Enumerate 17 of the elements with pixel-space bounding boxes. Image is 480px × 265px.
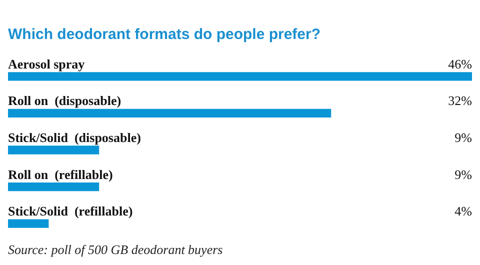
data-label: 32%: [448, 93, 472, 108]
chart-title: Which deodorant formats do people prefer?: [8, 26, 321, 43]
data-label: 9%: [454, 166, 472, 182]
bar: [8, 72, 472, 81]
y-tick-label: Aerosol spray: [8, 56, 86, 72]
bar: [8, 182, 100, 192]
y-tick-label: Stick/Solid (disposable): [8, 130, 141, 145]
data-label: 9%: [454, 130, 472, 145]
y-tick-label: Roll on (disposable): [8, 93, 122, 108]
bar: [8, 219, 49, 228]
y-tick-label: Roll on (refillable): [8, 166, 113, 182]
y-tick-label: Stick/Solid (refillable): [8, 204, 133, 219]
data-label: 46%: [448, 56, 472, 72]
source-note: Source: poll of 500 GB deodorant buyers: [8, 242, 223, 258]
bar: [8, 108, 332, 118]
data-label: 4%: [454, 204, 472, 219]
bar: [8, 146, 100, 154]
